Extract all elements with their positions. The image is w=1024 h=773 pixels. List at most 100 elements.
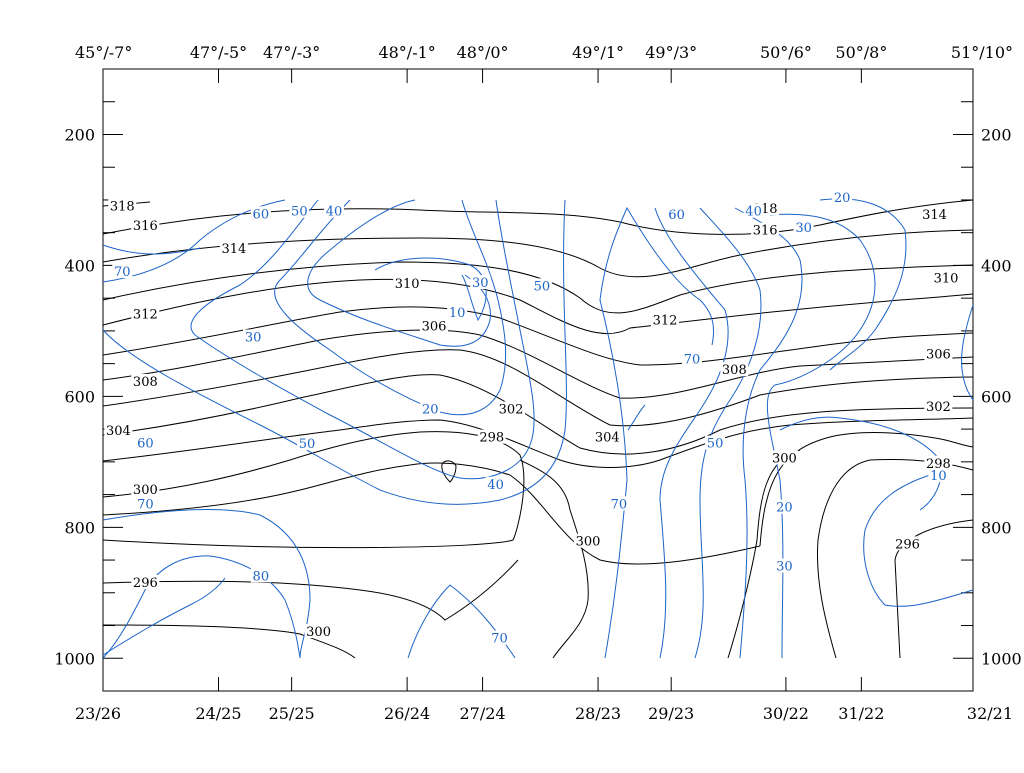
- contour-label-bg: [289, 203, 310, 218]
- y-tick-label-left: 600: [64, 387, 95, 406]
- y-tick-label-left: 1000: [54, 649, 95, 668]
- isoline-blue: [961, 304, 974, 401]
- isoline-blue: [102, 577, 226, 656]
- contour-label-bg: [219, 241, 248, 256]
- blue-contour-labels: 70 60 50 40 30 10 30 50 20 50 60 70 40 80 70 70 60 40 30 20…: [112, 189, 949, 647]
- contour-label-bg: [774, 558, 795, 573]
- x-tick-label-bottom: 31/22: [838, 704, 884, 723]
- x-tick-labels-bottom: 23/26 24/25 25/25 26/24 27/24 28/23 29/23 30/22…: [75, 704, 1013, 723]
- contour-label-blue: 10: [449, 306, 466, 321]
- x-tick-label-top: 49°/1°: [572, 43, 624, 62]
- contour-label-blue: 30: [245, 330, 262, 345]
- isoline-blue: [863, 474, 974, 607]
- contour-label-black: 300: [772, 452, 797, 467]
- contour-label-black: 316: [753, 224, 778, 239]
- contour-label-bg: [928, 468, 949, 483]
- contour-label-blue: 30: [472, 276, 489, 291]
- x-tick-label-top: 47°/-5°: [190, 43, 247, 62]
- contour-label-blue: 70: [611, 497, 628, 512]
- contour-label-black: 308: [722, 363, 747, 378]
- contour-label-bg: [743, 203, 764, 218]
- isoline-black: [102, 306, 974, 366]
- y-tick-label-left: 400: [64, 256, 95, 275]
- contour-label-black: 318: [110, 199, 135, 214]
- x-tick-label-bottom: 25/25: [269, 704, 315, 723]
- contour-label-black: 296: [895, 537, 920, 552]
- contour-label-black: 296: [133, 576, 158, 591]
- isoline-black: [102, 229, 974, 278]
- x-tick-label-bottom: 28/23: [575, 704, 621, 723]
- x-tick-label-top: 51°/10°: [951, 43, 1013, 62]
- contour-label-bg: [304, 624, 333, 639]
- contour-label-blue: 50: [707, 437, 724, 452]
- x-tick-label-bottom: 29/23: [648, 704, 694, 723]
- isoline-blue: [819, 198, 907, 371]
- contour-label-black: 314: [221, 242, 246, 257]
- contour-label-bg: [681, 351, 702, 366]
- contour-label-bg: [920, 207, 949, 222]
- contour-label-bg: [751, 222, 780, 237]
- contour-label-black: 302: [926, 400, 951, 415]
- contour-label-bg: [135, 435, 156, 450]
- contour-label-black: 312: [653, 313, 678, 328]
- contour-label-bg: [924, 346, 953, 361]
- x-tick-label-top: 48°/0°: [457, 43, 509, 62]
- isoline-blue: [374, 257, 487, 322]
- contour-label-black: 312: [133, 308, 158, 323]
- contour-label-black: 304: [106, 424, 131, 439]
- y-tick-labels-left: 200 400 600 800 1000: [54, 125, 95, 668]
- x-tick-label-top: 48°/-1°: [378, 43, 435, 62]
- x-tick-label-top: 45°/-7°: [75, 43, 132, 62]
- isoline-black: [727, 449, 801, 659]
- isoline-blue: [102, 199, 567, 505]
- isoline-blue: [734, 207, 803, 659]
- contour-label-bg: [608, 496, 629, 511]
- contour-label-bg: [131, 481, 160, 496]
- isoline-blue: [194, 199, 535, 480]
- isoline-blue: [190, 199, 319, 336]
- blue-isolines: [102, 198, 974, 659]
- contour-label-bg: [793, 220, 814, 235]
- y-tick-label-right: 1000: [981, 649, 1022, 668]
- y-tick-label-left: 200: [64, 125, 95, 144]
- x-tick-label-top: 50°/6°: [760, 43, 812, 62]
- contour-label-blue: 70: [114, 265, 131, 280]
- isoline-blue: [654, 207, 729, 659]
- contour-label-black: 300: [133, 483, 158, 498]
- x-tick-label-top: 50°/8°: [835, 43, 887, 62]
- contour-label-bg: [131, 574, 160, 589]
- contour-label-bg: [531, 278, 552, 293]
- contour-label-bg: [720, 362, 749, 377]
- contour-label-blue: 60: [137, 437, 154, 452]
- contour-label-bg: [131, 306, 160, 321]
- contour-label-bg: [250, 206, 271, 221]
- y-tick-labels-right: 200 400 600 800 1000: [981, 125, 1022, 668]
- contour-label-bg: [932, 270, 961, 285]
- contour-label-bg: [250, 568, 271, 583]
- contour-label-bg: [420, 318, 449, 333]
- contour-label-blue: 60: [668, 208, 685, 223]
- contour-label-bg: [497, 401, 526, 416]
- isoline-black: [519, 459, 589, 659]
- contour-label-black: 310: [934, 272, 959, 287]
- contour-label-bg: [705, 435, 726, 450]
- x-tick-label-bottom: 27/24: [460, 704, 506, 723]
- contour-label-black: 308: [133, 375, 158, 390]
- contour-label-black: 300: [576, 535, 601, 550]
- isoline-blue: [779, 416, 942, 511]
- isoline-blue: [102, 555, 301, 659]
- x-tick-label-top: 47°/-3°: [263, 43, 320, 62]
- contour-label-black: 300: [306, 625, 331, 640]
- contour-label-bg: [574, 533, 603, 548]
- contour-label-blue: 30: [776, 560, 793, 575]
- contour-label-black: 298: [926, 457, 951, 472]
- contour-label-blue: 50: [534, 279, 551, 294]
- contour-label-bg: [131, 373, 160, 388]
- isoline-black: [894, 519, 974, 659]
- contour-label-bg: [770, 450, 799, 465]
- isoline-blue: [599, 206, 714, 659]
- contour-label-bg: [393, 275, 422, 290]
- contour-label-black: 316: [133, 219, 158, 234]
- contour-label-bg: [104, 423, 133, 438]
